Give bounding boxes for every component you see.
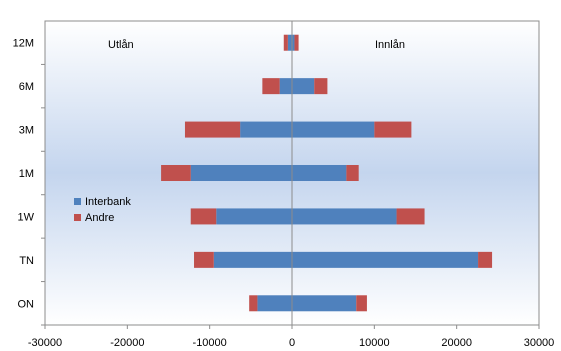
x-tick-label: 20000	[441, 337, 472, 349]
annotation-utlan: Utlån	[108, 39, 134, 51]
bar-andre-12m-pos	[294, 34, 299, 51]
x-tick-label: 30000	[524, 337, 555, 349]
bar-interbank-tn-pos	[292, 251, 479, 268]
bar-andre-12m-neg	[283, 34, 288, 51]
bar-andre-on-pos	[356, 295, 367, 312]
bar-andre-1w-neg	[190, 208, 217, 225]
y-tick-label-12m: 12M	[13, 38, 34, 50]
bar-interbank-6m-neg	[279, 78, 292, 95]
bar-interbank-1m-pos	[292, 165, 347, 181]
legend-label-interbank: Interbank	[85, 196, 131, 208]
bar-andre-tn-neg	[194, 251, 214, 268]
bar-interbank-on-pos	[292, 295, 357, 312]
x-tick-label: 10000	[359, 337, 390, 349]
y-tick-label-6m: 6M	[19, 81, 34, 93]
bar-interbank-1w-pos	[292, 208, 397, 225]
bar-andre-6m-pos	[314, 78, 328, 95]
bar-interbank-12m-neg	[287, 34, 292, 51]
bar-andre-3m-pos	[374, 121, 412, 138]
y-tick-label-1w: 1W	[18, 211, 35, 223]
bar-andre-tn-pos	[478, 251, 493, 268]
bar-interbank-tn-neg	[213, 251, 292, 268]
bar-interbank-1m-neg	[190, 165, 292, 181]
bar-interbank-3m-pos	[292, 121, 375, 138]
annotation-innlan: Innlån	[375, 39, 405, 51]
legend-swatch-andre	[74, 214, 81, 221]
bar-interbank-12m-pos	[292, 34, 295, 51]
legend-label-andre: Andre	[85, 212, 114, 224]
y-tick-label-3m: 3M	[19, 125, 34, 137]
x-tick-label: -20000	[110, 337, 144, 349]
bar-interbank-1w-neg	[216, 208, 292, 225]
y-tick-label-1m: 1M	[19, 168, 34, 180]
x-tick-label: -10000	[193, 337, 227, 349]
bar-andre-on-neg	[249, 295, 258, 312]
bar-andre-3m-neg	[184, 121, 241, 138]
bar-interbank-on-neg	[257, 295, 292, 312]
bar-interbank-6m-pos	[292, 78, 315, 95]
y-tick-label-tn: TN	[19, 255, 34, 267]
bar-andre-6m-neg	[262, 78, 280, 95]
x-tick-label: 0	[289, 337, 295, 349]
x-tick-label: -30000	[28, 337, 62, 349]
bar-andre-1m-neg	[161, 165, 191, 181]
bar-andre-1m-pos	[346, 165, 359, 181]
legend-swatch-interbank	[74, 198, 81, 205]
y-tick-label-on: ON	[18, 298, 35, 310]
bar-interbank-3m-neg	[240, 121, 292, 138]
bar-andre-1w-pos	[396, 208, 425, 225]
